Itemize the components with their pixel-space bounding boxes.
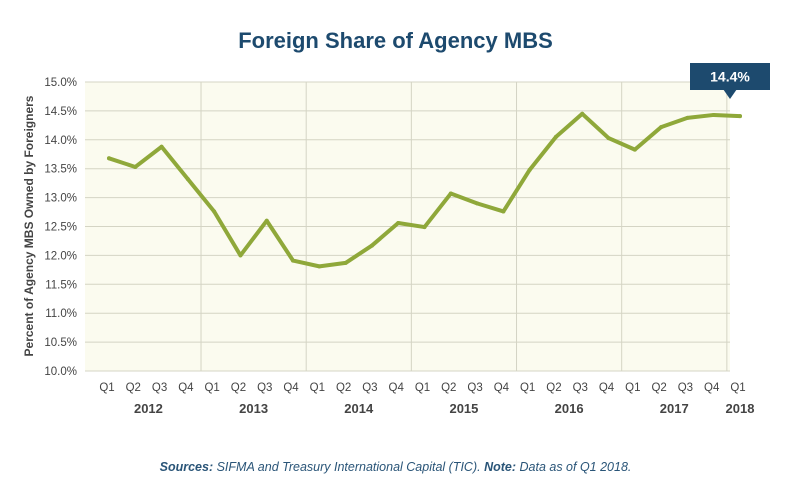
callout-label: 14.4% (710, 69, 750, 85)
y-axis-label: Percent of Agency MBS Owned by Foreigner… (22, 95, 36, 356)
x-tick-label: Q4 (283, 382, 299, 394)
x-tick-label: Q2 (126, 382, 141, 394)
chart-title: Foreign Share of Agency MBS (238, 28, 553, 53)
year-label: 2018 (726, 401, 755, 416)
callout-box (690, 63, 770, 90)
y-tick-label: 13.0% (44, 193, 77, 205)
x-tick-label: Q3 (362, 382, 377, 394)
data-point (396, 221, 401, 226)
data-point (632, 147, 637, 152)
series-points (107, 111, 742, 269)
horizontal-gridlines (85, 81, 730, 372)
x-tick-label: Q1 (520, 382, 535, 394)
data-point (133, 164, 138, 169)
note-text: Data as of Q1 2018. (516, 460, 632, 474)
data-point (159, 144, 164, 149)
sources-text: SIFMA and Treasury International Capital… (213, 460, 485, 474)
x-tick-label: Q3 (678, 382, 693, 394)
y-tick-label: 14.5% (44, 106, 77, 118)
x-tick-label: Q1 (204, 382, 219, 394)
y-tick-label: 10.0% (44, 366, 77, 378)
x-tick-label: Q4 (494, 382, 510, 394)
data-point (343, 260, 348, 265)
x-axis-years: 2012 2013 2014 2015 2016 2017 2018 (134, 401, 754, 416)
year-label: 2015 (449, 401, 478, 416)
y-tick-label: 15.0% (44, 77, 77, 89)
x-tick-label: Q3 (152, 382, 167, 394)
year-label: 2016 (555, 401, 584, 416)
data-point (738, 114, 742, 119)
y-tick-label: 10.5% (44, 337, 77, 349)
y-tick-label: 12.0% (44, 250, 77, 262)
data-point (606, 136, 611, 141)
x-tick-label: Q1 (625, 382, 640, 394)
data-point (711, 112, 716, 117)
sources-label: Sources: (159, 460, 214, 474)
source-note: Sources: SIFMA and Treasury Internationa… (0, 460, 791, 474)
x-tick-label: Q1 (415, 382, 430, 394)
x-tick-label: Q2 (651, 382, 666, 394)
data-point (580, 111, 585, 116)
x-tick-label: Q4 (599, 382, 615, 394)
y-tick-label: 14.0% (44, 135, 77, 147)
data-point (501, 209, 506, 214)
data-point (659, 125, 664, 130)
data-point (317, 264, 322, 269)
data-point (422, 225, 427, 230)
data-point (291, 258, 296, 263)
y-tick-label: 12.5% (44, 222, 77, 234)
y-tick-label: 11.5% (45, 279, 77, 291)
y-tick-label: 11.0% (45, 308, 77, 320)
x-tick-label: Q3 (467, 382, 482, 394)
data-point (238, 253, 243, 258)
x-tick-label: Q3 (257, 382, 272, 394)
x-tick-label: Q2 (441, 382, 456, 394)
year-separators (200, 82, 728, 371)
data-point (369, 243, 374, 248)
x-tick-label: Q4 (704, 382, 720, 394)
data-point (448, 191, 453, 196)
y-axis-ticks: 10.0% 10.5% 11.0% 11.5% 12.0% 12.5% 13.0% 13.5%… (44, 77, 77, 378)
x-tick-label: Q1 (310, 382, 325, 394)
x-axis-ticks: Q1 Q2 Q3 Q4 Q1 Q2 Q3 Q4 Q1 Q2 Q3 Q4 Q1 Q2 Q3 Q4 Q1 Q2 Q3 Q4… (99, 382, 745, 394)
data-point (553, 134, 558, 139)
y-tick-label: 13.5% (44, 164, 77, 176)
year-label: 2012 (134, 401, 163, 416)
data-point (475, 201, 480, 206)
year-label: 2017 (660, 401, 689, 416)
x-tick-label: Q2 (231, 382, 246, 394)
x-tick-label: Q1 (730, 382, 745, 394)
callout-pointer (723, 89, 737, 99)
data-point (527, 167, 532, 172)
year-label: 2014 (344, 401, 374, 416)
data-point (107, 156, 111, 161)
last-value-callout: 14.4% (690, 63, 770, 99)
x-tick-label: Q4 (178, 382, 194, 394)
data-point (212, 209, 217, 214)
data-point (185, 177, 190, 182)
note-label: Note: (484, 460, 517, 474)
x-tick-label: Q1 (99, 382, 114, 394)
year-label: 2013 (239, 401, 268, 416)
x-tick-label: Q2 (336, 382, 351, 394)
data-point (264, 218, 269, 223)
data-point (685, 115, 690, 120)
x-tick-label: Q3 (573, 382, 588, 394)
x-tick-label: Q2 (546, 382, 561, 394)
x-tick-label: Q4 (389, 382, 405, 394)
